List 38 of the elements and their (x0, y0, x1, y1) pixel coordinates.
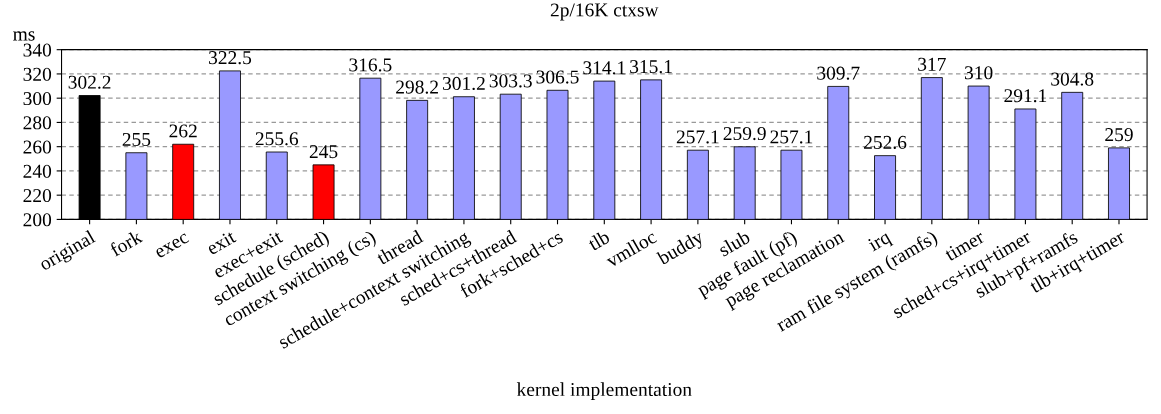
data-label: 303.3 (489, 74, 532, 88)
x-tick-label: fork (108, 228, 144, 257)
y-tick-label: 240 (23, 164, 52, 178)
data-label: 317 (918, 57, 946, 71)
data-label: 252.6 (864, 135, 907, 149)
data-label: 291.1 (1004, 89, 1047, 103)
y-tick-label: 320 (23, 67, 52, 81)
data-label: 309.7 (817, 66, 860, 80)
data-label: 301.2 (442, 76, 485, 91)
y-tick-label: 200 (23, 213, 52, 227)
x-tick-label: tlb (586, 229, 611, 252)
data-label: 322.5 (209, 51, 252, 65)
data-label: 316.5 (349, 58, 392, 72)
y-tick-label: 340 (23, 43, 52, 57)
data-label: 302.2 (68, 75, 111, 89)
x-tick-label: buddy (655, 229, 707, 269)
data-label: 298.2 (396, 80, 438, 94)
x-tick-label: exec (155, 233, 190, 259)
data-label: 262 (169, 124, 197, 138)
y-tick-label: 280 (23, 116, 52, 130)
x-axis-title: kernel implementation (516, 382, 692, 400)
data-label: 257.1 (770, 130, 813, 144)
data-label: 315.1 (630, 60, 672, 74)
data-label: 245 (309, 145, 338, 159)
chart-title: 2p/16K ctxsw (550, 3, 659, 21)
y-tick-label: 260 (23, 140, 52, 154)
data-label: 255.6 (255, 132, 299, 146)
data-label: 310 (964, 66, 993, 80)
data-label: 257.1 (676, 130, 719, 144)
data-label: 314.1 (583, 61, 626, 75)
y-tick-label: 220 (23, 188, 52, 203)
y-axis-title: ms (13, 31, 35, 41)
data-label: 306.5 (536, 70, 579, 84)
y-tick-label: 300 (23, 91, 52, 106)
data-label: 255 (122, 132, 151, 147)
data-label: 259 (1105, 128, 1133, 142)
data-label: 259.9 (723, 127, 766, 141)
data-label: 304.8 (1051, 72, 1094, 86)
